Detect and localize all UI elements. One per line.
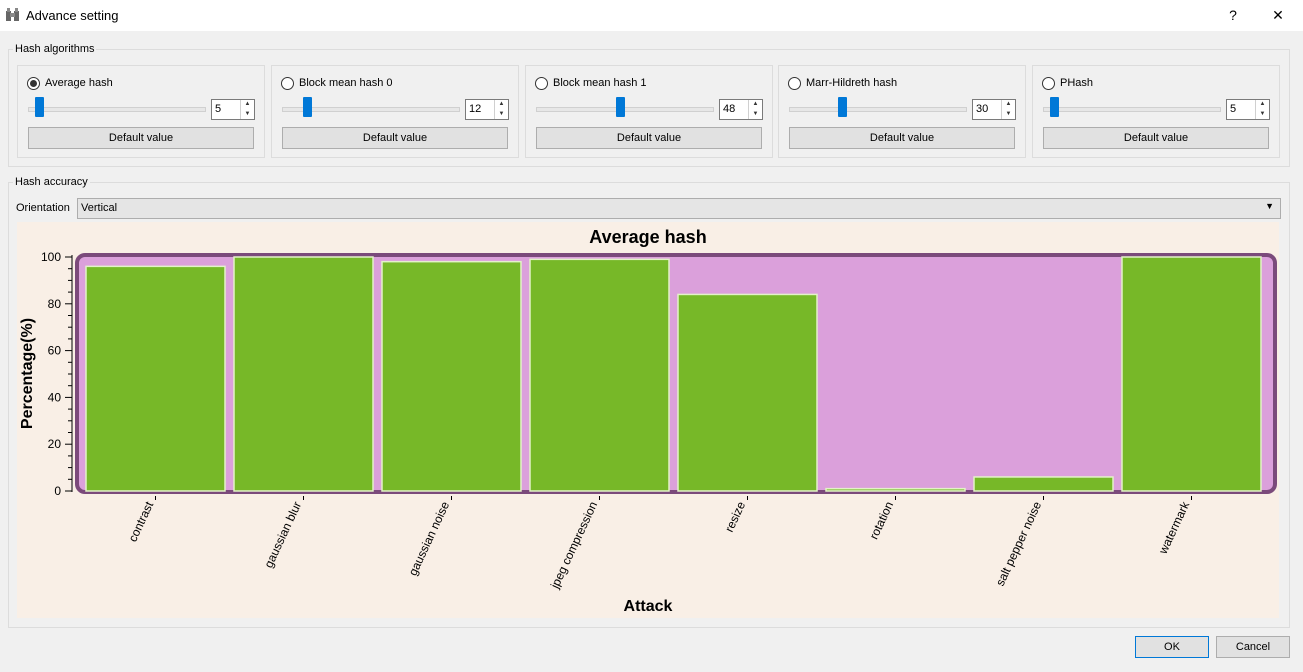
algorithm-slider-track[interactable] [1043, 107, 1221, 112]
bar-5 [825, 487, 966, 492]
algorithm-radio[interactable] [788, 77, 801, 90]
accuracy-chart: Average hash020406080100Percentage(%)con… [17, 222, 1279, 618]
algorithm-panel: Average hash 5 ▲ ▼ Default value [17, 65, 265, 158]
help-button[interactable]: ? [1229, 7, 1237, 23]
hash-algorithms-group [8, 49, 1290, 167]
spin-down-icon[interactable]: ▼ [752, 111, 759, 117]
y-tick-label: 20 [48, 437, 62, 451]
default-value-button[interactable]: Default value [789, 127, 1015, 149]
algorithm-label[interactable]: PHash [1060, 77, 1094, 89]
bar-2 [381, 260, 522, 492]
title-bar: Advance setting ? ✕ [0, 0, 1303, 31]
algorithm-slider-handle[interactable] [35, 97, 44, 117]
algorithm-spinbox-value: 12 [469, 103, 482, 115]
bar-4 [677, 293, 818, 492]
y-axis-label: Percentage(%) [19, 318, 36, 429]
default-value-button[interactable]: Default value [28, 127, 254, 149]
algorithm-spinbox[interactable]: 48 ▲ ▼ [719, 99, 763, 120]
spin-up-icon[interactable]: ▲ [244, 101, 251, 107]
algorithm-spinbox[interactable]: 5 ▲ ▼ [211, 99, 255, 120]
algorithm-spinbox[interactable]: 30 ▲ ▼ [972, 99, 1016, 120]
y-tick-label: 0 [54, 484, 61, 498]
algorithm-slider-track[interactable] [789, 107, 967, 112]
algorithm-radio[interactable] [535, 77, 548, 90]
algorithm-slider-handle[interactable] [616, 97, 625, 117]
algorithm-radio[interactable] [281, 77, 294, 90]
algorithm-slider-track[interactable] [282, 107, 460, 112]
hash-algorithms-label: Hash algorithms [13, 43, 97, 55]
algorithm-panel: Block mean hash 1 48 ▲ ▼ Default value [525, 65, 773, 158]
hash-accuracy-group [8, 182, 1290, 628]
spin-up-icon[interactable]: ▲ [1005, 101, 1012, 107]
algorithm-radio[interactable] [27, 77, 40, 90]
algorithm-label[interactable]: Block mean hash 1 [553, 77, 647, 89]
algorithm-slider-handle[interactable] [838, 97, 847, 117]
algorithm-slider-track[interactable] [28, 107, 206, 112]
bar-3 [529, 258, 670, 492]
orientation-value: Vertical [81, 202, 118, 214]
spin-up-icon[interactable]: ▲ [752, 101, 759, 107]
spin-up-icon[interactable]: ▲ [498, 101, 505, 107]
chart-title: Average hash [589, 227, 706, 247]
algorithm-slider-handle[interactable] [303, 97, 312, 117]
algorithm-label[interactable]: Block mean hash 0 [299, 77, 393, 89]
x-axis-label: Attack [624, 598, 673, 615]
algorithm-panel: PHash 5 ▲ ▼ Default value [1032, 65, 1280, 158]
cancel-button[interactable]: Cancel [1216, 636, 1290, 658]
algorithm-slider-track[interactable] [536, 107, 714, 112]
algorithm-spinbox-value: 5 [215, 103, 222, 115]
bar-6 [973, 476, 1114, 492]
chevron-down-icon: ▼ [1265, 201, 1274, 211]
algorithm-spinbox-value: 30 [976, 103, 989, 115]
spin-down-icon[interactable]: ▼ [1259, 111, 1266, 117]
y-tick-label: 60 [48, 344, 62, 358]
bar-1 [233, 256, 374, 492]
hash-accuracy-label: Hash accuracy [13, 176, 90, 188]
algorithm-label[interactable]: Marr-Hildreth hash [806, 77, 898, 89]
algorithm-slider-handle[interactable] [1050, 97, 1059, 117]
bar-0 [85, 265, 226, 492]
plot-area [75, 253, 1277, 494]
algorithm-spinbox[interactable]: 5 ▲ ▼ [1226, 99, 1270, 120]
close-button[interactable]: ✕ [1272, 7, 1284, 23]
spin-down-icon[interactable]: ▼ [1005, 111, 1012, 117]
spin-down-icon[interactable]: ▼ [498, 111, 505, 117]
orientation-select[interactable]: Vertical ▼ [77, 198, 1281, 219]
default-value-button[interactable]: Default value [536, 127, 762, 149]
algorithm-panel: Marr-Hildreth hash 30 ▲ ▼ Default value [778, 65, 1026, 158]
algorithm-spinbox-value: 5 [1230, 103, 1237, 115]
algorithm-spinbox-value: 48 [723, 103, 736, 115]
orientation-label: Orientation [16, 202, 70, 214]
algorithm-panel: Block mean hash 0 12 ▲ ▼ Default value [271, 65, 519, 158]
algorithm-label[interactable]: Average hash [45, 77, 113, 89]
spin-down-icon[interactable]: ▼ [244, 111, 251, 117]
ok-button[interactable]: OK [1135, 636, 1209, 658]
y-tick-label: 100 [41, 250, 61, 264]
bar-7 [1121, 256, 1262, 492]
spin-up-icon[interactable]: ▲ [1259, 101, 1266, 107]
algorithm-radio[interactable] [1042, 77, 1055, 90]
y-tick-label: 40 [48, 390, 62, 404]
algorithm-spinbox[interactable]: 12 ▲ ▼ [465, 99, 509, 120]
default-value-button[interactable]: Default value [282, 127, 508, 149]
binoculars-icon [6, 8, 19, 21]
default-value-button[interactable]: Default value [1043, 127, 1269, 149]
y-tick-label: 80 [48, 297, 62, 311]
window-title: Advance setting [26, 8, 119, 23]
